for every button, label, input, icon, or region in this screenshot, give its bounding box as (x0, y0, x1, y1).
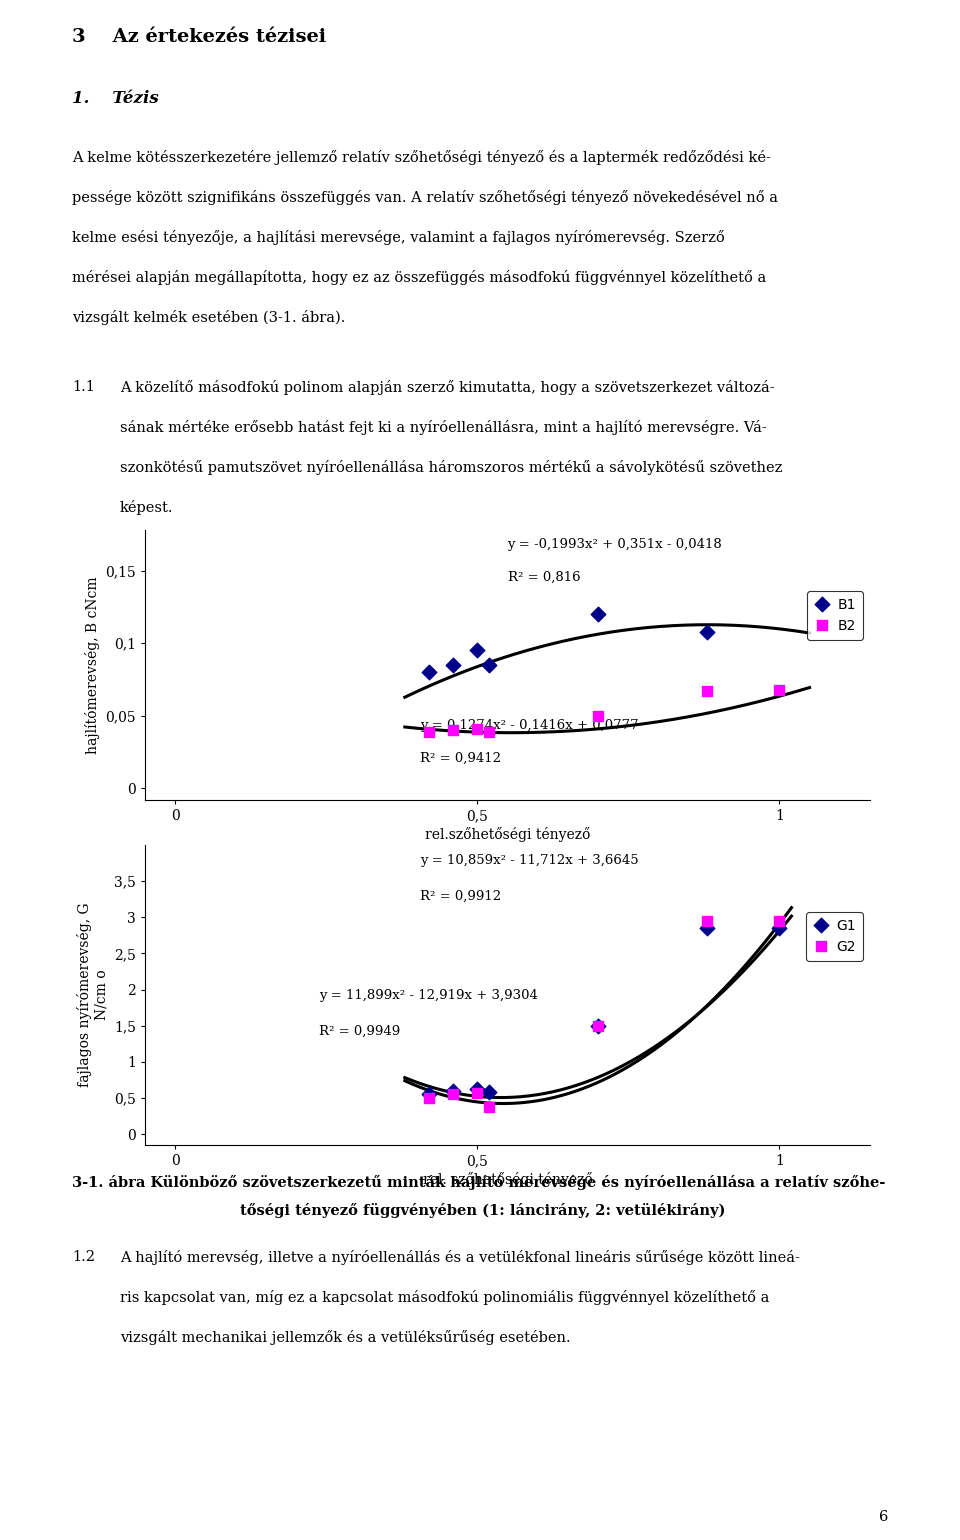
B1 (590, 602, 606, 627)
G1 (772, 916, 787, 941)
B2 (590, 704, 606, 728)
G2 (469, 1081, 485, 1106)
Text: sának mértéke erősebb hatást fejt ki a nyíróellenállásra, mint a hajlító merevsé: sának mértéke erősebb hatást fejt ki a n… (120, 420, 767, 434)
Text: ris kapcsolat van, míg ez a kapcsolat másodfokú polinomiális függvénnyel közelít: ris kapcsolat van, míg ez a kapcsolat má… (120, 1291, 769, 1304)
Text: vizsgált mechanikai jellemzők és a vetüléksűrűség esetében.: vizsgált mechanikai jellemzők és a vetül… (120, 1331, 570, 1344)
G2 (772, 909, 787, 933)
G1 (445, 1078, 461, 1103)
Text: R² = 0,9912: R² = 0,9912 (420, 890, 502, 902)
B2 (445, 718, 461, 742)
G1 (699, 916, 714, 941)
Text: tőségi tényező függvényében (1: láncirány, 2: vetülékirány): tőségi tényező függvényében (1: láncirán… (240, 1203, 726, 1218)
G1 (421, 1081, 437, 1106)
Text: y = 0,1274x² - 0,1416x + 0,0777: y = 0,1274x² - 0,1416x + 0,0777 (420, 719, 639, 732)
Text: szonkötésű pamutszövet nyíróellenállása háromszoros mértékű a sávolykötésű szöve: szonkötésű pamutszövet nyíróellenállása … (120, 460, 782, 474)
Text: kelme esési tényezője, a hajlítási merevsége, valamint a fajlagos nyírómerevség.: kelme esési tényezője, a hajlítási merev… (72, 229, 725, 245)
Text: R² = 0,816: R² = 0,816 (508, 570, 580, 584)
Y-axis label: hajlítómerevség, B cNcm: hajlítómerevség, B cNcm (84, 576, 100, 753)
G1 (469, 1076, 485, 1101)
Text: A közelítő másodfokú polinom alapján szerző kimutatta, hogy a szövetszerkezet vá: A közelítő másodfokú polinom alapján sze… (120, 380, 775, 394)
Text: 3    Az értekezés tézisei: 3 Az értekezés tézisei (72, 28, 326, 46)
G2 (482, 1095, 497, 1120)
B2 (699, 679, 714, 704)
G2 (590, 1013, 606, 1038)
X-axis label: rel. szőhetőségi tényező: rel. szőhetőségi tényező (422, 1172, 592, 1187)
G1 (590, 1013, 606, 1038)
Text: A hajlító merevség, illetve a nyíróellenállás és a vetülékfonal lineáris sűrűség: A hajlító merevség, illetve a nyíróellen… (120, 1250, 800, 1264)
G2 (445, 1083, 461, 1107)
G1 (482, 1080, 497, 1104)
Text: 1.1: 1.1 (72, 380, 95, 394)
Text: R² = 0,9412: R² = 0,9412 (420, 752, 501, 764)
B2 (482, 719, 497, 744)
Text: R² = 0,9949: R² = 0,9949 (319, 1026, 400, 1038)
Text: képest.: képest. (120, 500, 174, 514)
Text: mérései alapján megállapította, hogy ez az összefüggés másodfokú függvénnyel köz: mérései alapján megállapította, hogy ez … (72, 270, 766, 285)
Text: vizsgált kelmék esetében (3-1. ábra).: vizsgált kelmék esetében (3-1. ábra). (72, 310, 346, 325)
B2 (772, 678, 787, 702)
Text: 3-1. ábra Különböző szövetszerkezetű minták hajlító merevsége és nyíróellenállás: 3-1. ábra Különböző szövetszerkezetű min… (72, 1175, 885, 1190)
Legend: G1, G2: G1, G2 (806, 912, 863, 961)
B2 (469, 716, 485, 741)
Text: y = 11,899x² - 12,919x + 3,9304: y = 11,899x² - 12,919x + 3,9304 (319, 989, 538, 1003)
Text: y = -0,1993x² + 0,351x - 0,0418: y = -0,1993x² + 0,351x - 0,0418 (508, 537, 722, 551)
Text: 1.2: 1.2 (72, 1250, 95, 1264)
B1 (469, 638, 485, 662)
Y-axis label: fajlagos nyírómerevség, G
N/cm o: fajlagos nyírómerevség, G N/cm o (77, 902, 108, 1087)
B2 (421, 719, 437, 744)
Text: pessége között szignifikáns összefüggés van. A relatív szőhetőségi tényező növek: pessége között szignifikáns összefüggés … (72, 189, 778, 205)
B1 (445, 653, 461, 678)
G2 (421, 1086, 437, 1110)
X-axis label: rel.szőhetőségi tényező: rel.szőhetőségi tényező (425, 827, 590, 842)
Text: y = 10,859x² - 11,712x + 3,6645: y = 10,859x² - 11,712x + 3,6645 (420, 855, 639, 867)
Text: 1.    Tézis: 1. Tézis (72, 89, 158, 106)
B1 (699, 619, 714, 644)
B1 (482, 653, 497, 678)
Text: 6: 6 (878, 1511, 888, 1525)
G2 (699, 909, 714, 933)
B1 (421, 661, 437, 685)
Legend: B1, B2: B1, B2 (807, 591, 863, 639)
Text: A kelme kötésszerkezetére jellemző relatív szőhetőségi tényező és a laptermék re: A kelme kötésszerkezetére jellemző relat… (72, 149, 771, 165)
